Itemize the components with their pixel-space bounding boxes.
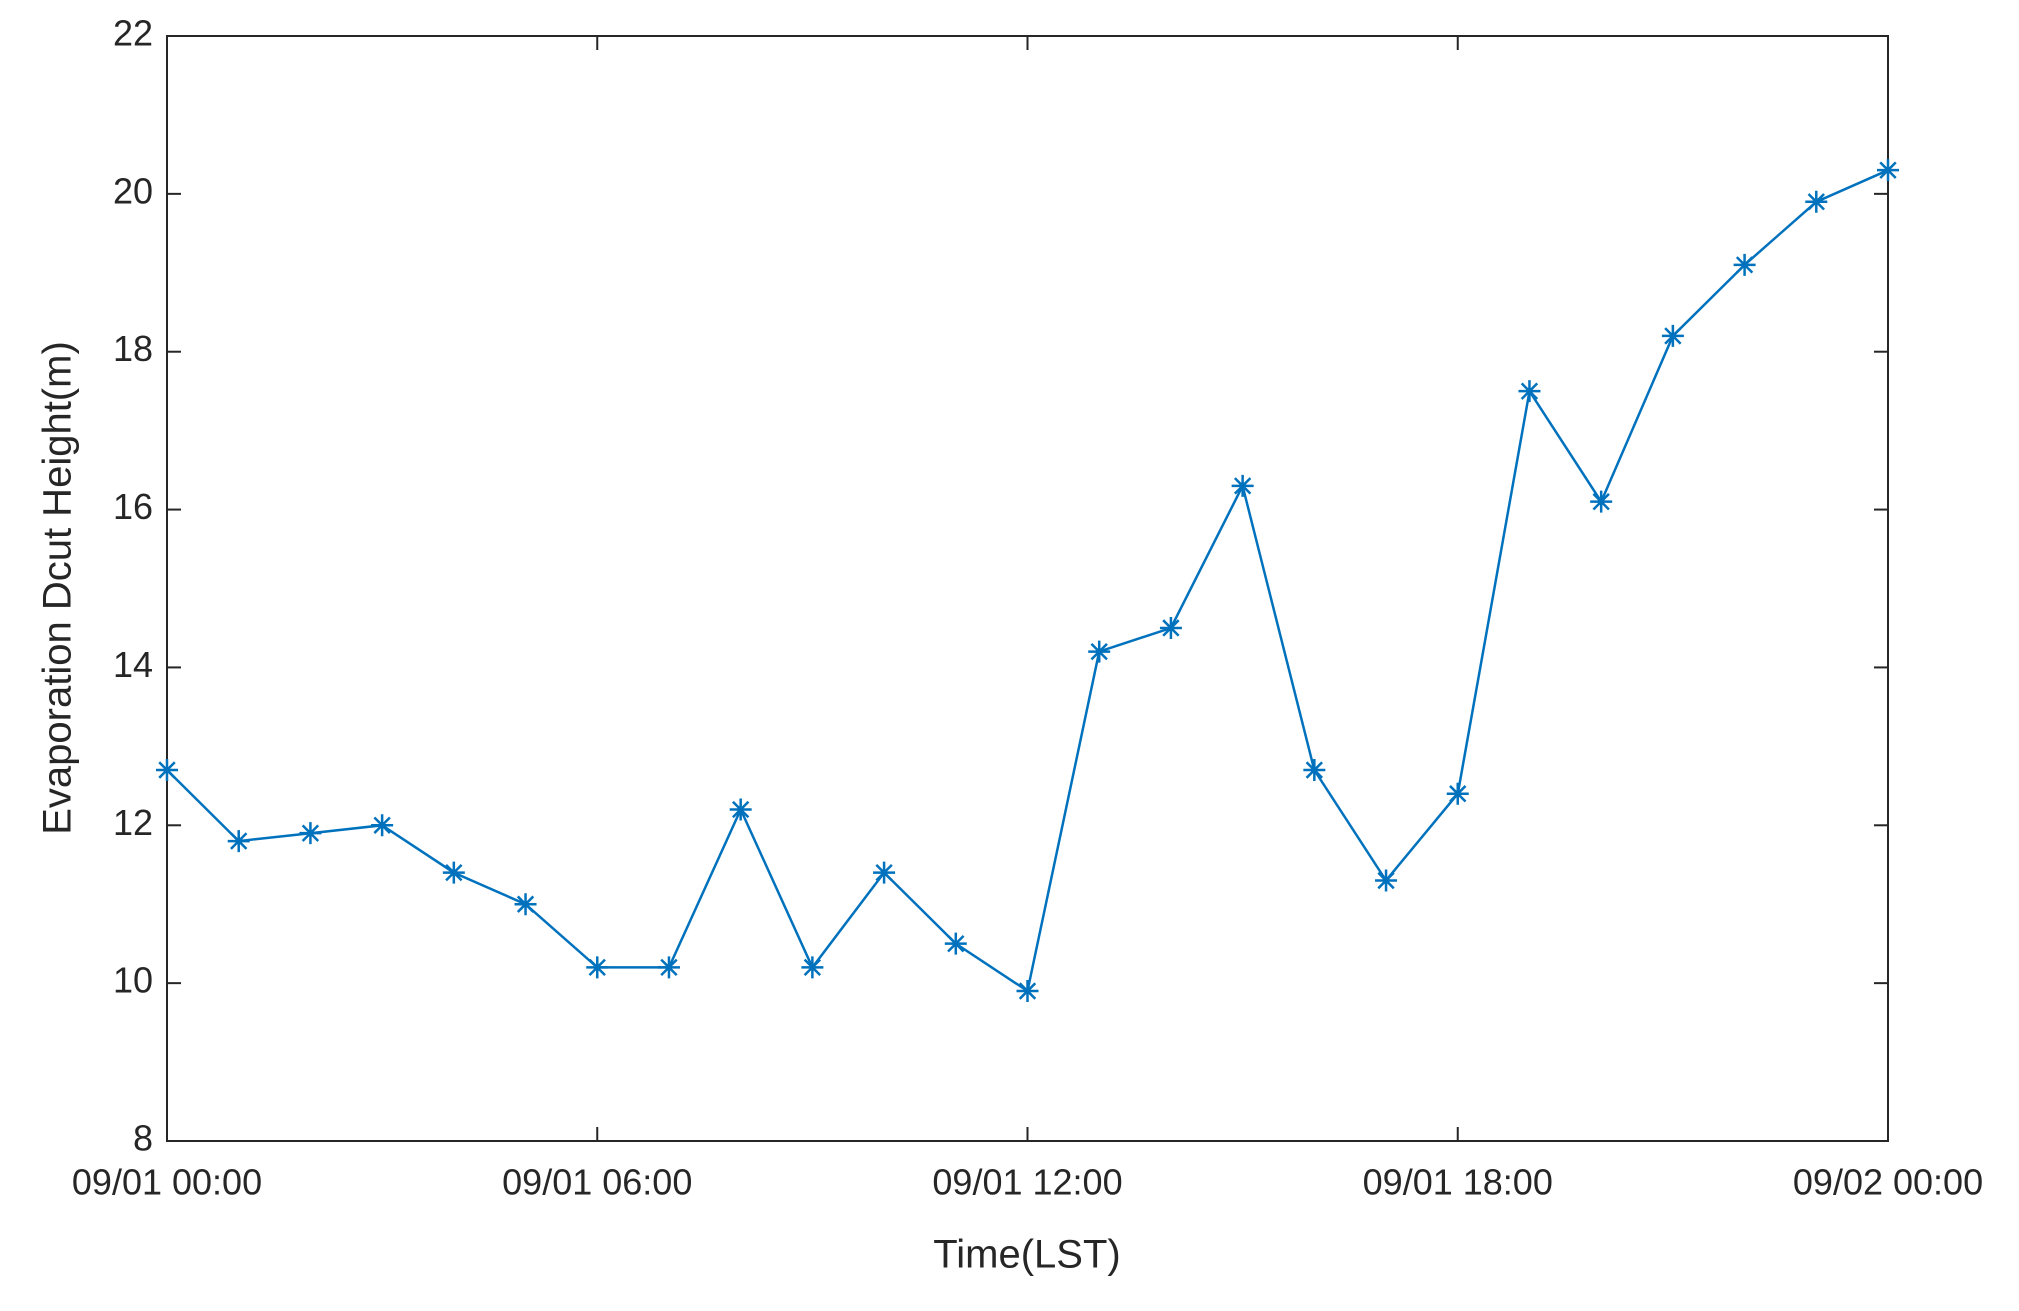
data-marker [586, 956, 609, 979]
data-marker [371, 814, 394, 837]
data-marker [657, 956, 680, 979]
data-marker [944, 932, 967, 955]
y-tick-label: 20 [113, 170, 153, 211]
y-tick-label: 18 [113, 328, 153, 369]
data-marker [299, 822, 322, 845]
x-tick-label: 09/01 00:00 [72, 1162, 262, 1203]
y-tick-label: 12 [113, 802, 153, 843]
x-tick-label: 09/01 18:00 [1363, 1162, 1553, 1203]
data-marker [1590, 490, 1613, 513]
y-tick-label: 10 [113, 960, 153, 1001]
data-marker [729, 798, 752, 821]
data-marker [1805, 190, 1828, 213]
data-marker [1446, 782, 1469, 805]
data-marker [801, 956, 824, 979]
data-marker [1231, 474, 1254, 497]
x-tick-label: 09/01 12:00 [932, 1162, 1122, 1203]
data-marker [156, 759, 178, 782]
data-marker [873, 861, 896, 884]
data-marker [1877, 159, 1899, 182]
data-line [166, 169, 1889, 994]
y-tick-label: 8 [133, 1118, 153, 1159]
data-marker [1088, 640, 1111, 663]
data-marker [514, 893, 537, 916]
y-tick-label: 22 [113, 13, 153, 54]
data-marker [442, 861, 465, 884]
y-tick-label: 14 [113, 644, 153, 685]
data-marker [1733, 253, 1756, 276]
x-tick-label: 09/02 00:00 [1793, 1162, 1983, 1203]
data-marker [1375, 869, 1398, 892]
data-marker [1159, 616, 1182, 639]
data-marker [1016, 980, 1039, 1003]
y-tick-label: 16 [113, 486, 153, 527]
data-marker [1518, 380, 1541, 403]
data-marker [1303, 759, 1326, 782]
y-axis-label: Evaporation Dcut Height(m) [36, 341, 80, 835]
data-marker [1661, 324, 1684, 347]
data-marker [227, 830, 250, 853]
plot-frame [166, 35, 1889, 1142]
x-tick-label: 09/01 06:00 [502, 1162, 692, 1203]
x-axis-label: Time(LST) [933, 1233, 1120, 1277]
